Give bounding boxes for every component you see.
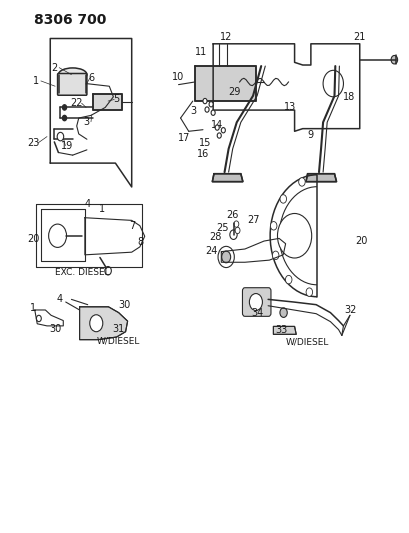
Circle shape <box>209 102 213 107</box>
Circle shape <box>57 132 63 141</box>
Polygon shape <box>305 174 336 182</box>
Circle shape <box>204 107 209 112</box>
Circle shape <box>62 115 66 120</box>
Polygon shape <box>273 326 295 334</box>
Text: 15: 15 <box>198 138 211 148</box>
Text: 17: 17 <box>178 133 190 143</box>
Text: 1: 1 <box>33 76 39 86</box>
Text: 20: 20 <box>27 234 39 244</box>
Circle shape <box>306 288 312 296</box>
Circle shape <box>215 125 219 130</box>
Circle shape <box>249 294 262 311</box>
Circle shape <box>90 315 103 332</box>
Circle shape <box>277 214 311 258</box>
Polygon shape <box>212 174 242 182</box>
Text: 21: 21 <box>353 33 365 43</box>
Text: W/DIESEL: W/DIESEL <box>97 336 140 345</box>
Circle shape <box>202 99 207 104</box>
Text: 24: 24 <box>204 246 217 256</box>
Text: 30: 30 <box>118 300 130 310</box>
Text: 5: 5 <box>113 94 119 104</box>
Circle shape <box>285 276 291 284</box>
Text: 4: 4 <box>56 294 62 304</box>
Text: 11: 11 <box>194 47 207 56</box>
Circle shape <box>229 230 236 239</box>
Text: 26: 26 <box>226 210 238 220</box>
Text: 27: 27 <box>247 215 259 225</box>
Text: 20: 20 <box>355 236 367 246</box>
Text: 16: 16 <box>196 149 209 159</box>
Circle shape <box>49 224 66 247</box>
FancyBboxPatch shape <box>242 288 270 317</box>
Polygon shape <box>194 66 255 101</box>
Text: 2: 2 <box>51 63 57 72</box>
Text: 8: 8 <box>137 237 144 247</box>
Text: 34: 34 <box>250 308 263 318</box>
Text: 23: 23 <box>27 138 39 148</box>
Circle shape <box>390 55 397 64</box>
Ellipse shape <box>58 68 87 81</box>
Text: 31: 31 <box>112 324 124 334</box>
Circle shape <box>298 177 304 186</box>
Text: W/DIESEL: W/DIESEL <box>285 338 328 347</box>
Circle shape <box>221 251 230 263</box>
Text: 13: 13 <box>284 102 296 112</box>
Text: 22: 22 <box>70 98 83 108</box>
Circle shape <box>270 222 276 230</box>
Circle shape <box>218 246 234 268</box>
Text: 33: 33 <box>275 325 287 335</box>
Circle shape <box>279 195 286 203</box>
Text: 12: 12 <box>220 33 232 43</box>
Text: 18: 18 <box>343 92 355 102</box>
Text: 19: 19 <box>61 141 73 151</box>
Text: EXC. DIESEL: EXC. DIESEL <box>54 268 109 277</box>
Circle shape <box>211 110 215 115</box>
Text: 3: 3 <box>190 106 196 116</box>
Text: 30: 30 <box>49 324 61 334</box>
Text: 4: 4 <box>84 199 90 209</box>
Text: 25: 25 <box>215 223 228 233</box>
Circle shape <box>217 133 221 138</box>
Circle shape <box>279 308 287 317</box>
Text: 14: 14 <box>211 120 223 130</box>
Text: 10: 10 <box>172 71 184 82</box>
Circle shape <box>62 105 66 110</box>
Text: 3: 3 <box>83 117 89 127</box>
Circle shape <box>272 251 278 260</box>
Text: 6: 6 <box>88 73 94 83</box>
Text: 32: 32 <box>344 305 356 315</box>
Circle shape <box>36 316 41 321</box>
Text: 29: 29 <box>227 86 240 96</box>
Polygon shape <box>79 307 127 340</box>
Circle shape <box>234 221 238 227</box>
Text: 8306 700: 8306 700 <box>34 13 106 27</box>
Circle shape <box>234 227 239 233</box>
Text: 28: 28 <box>209 232 221 243</box>
FancyBboxPatch shape <box>57 74 87 95</box>
Text: 9: 9 <box>306 130 312 140</box>
Text: 1: 1 <box>99 204 105 214</box>
Text: 7: 7 <box>129 221 135 231</box>
Circle shape <box>322 70 343 97</box>
Circle shape <box>105 266 111 275</box>
Text: 1: 1 <box>30 303 36 313</box>
Polygon shape <box>93 94 121 110</box>
Circle shape <box>221 127 225 133</box>
